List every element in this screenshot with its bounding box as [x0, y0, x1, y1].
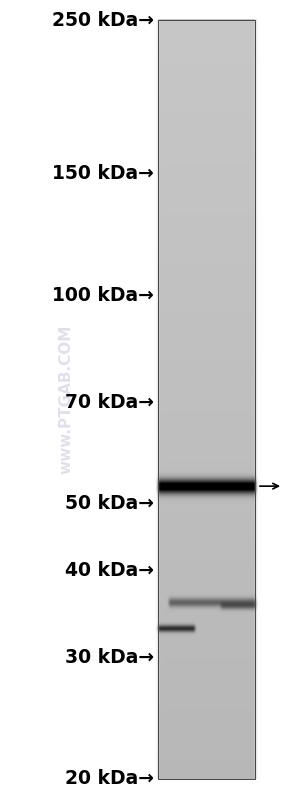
Text: 150 kDa→: 150 kDa→ [52, 164, 154, 183]
Text: 250 kDa→: 250 kDa→ [52, 10, 154, 30]
Text: 30 kDa→: 30 kDa→ [65, 648, 154, 666]
Text: 40 kDa→: 40 kDa→ [65, 561, 154, 580]
Text: www.PTGAB.COM: www.PTGAB.COM [59, 325, 74, 474]
Bar [158, 20, 255, 779]
Text: 20 kDa→: 20 kDa→ [65, 769, 154, 789]
Text: 70 kDa→: 70 kDa→ [65, 393, 154, 412]
Text: 100 kDa→: 100 kDa→ [52, 286, 154, 305]
Text: 50 kDa→: 50 kDa→ [65, 494, 154, 513]
